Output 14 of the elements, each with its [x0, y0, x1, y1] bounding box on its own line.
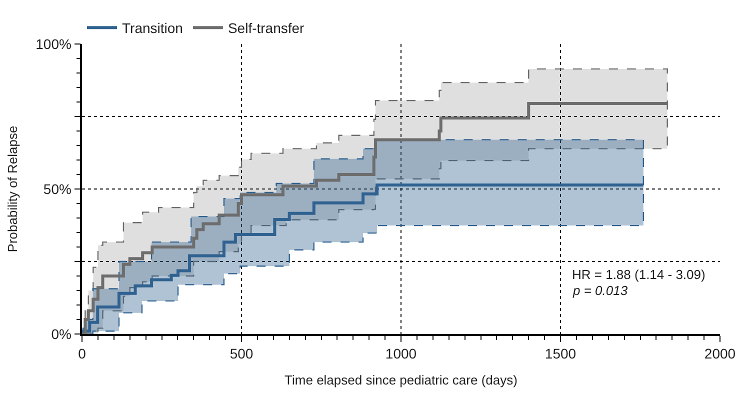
x-tick-label: 1500 [544, 346, 576, 362]
x-tick-label: 500 [230, 346, 254, 362]
y-tick-label: 50% [43, 180, 72, 197]
x-tick-label: 1000 [385, 346, 417, 362]
y-tick-label: 0% [51, 326, 72, 342]
legend-label: Transition [122, 20, 183, 36]
legend-label: Self-transfer [228, 20, 305, 36]
x-tick-label: 0 [78, 346, 86, 362]
annotation: HR = 1.88 (1.14 - 3.09) [572, 267, 706, 282]
y-tick-label: 100% [36, 36, 72, 52]
y-axis-title: Probability of Relapse [5, 126, 20, 252]
annotation: p = 0.013 [572, 283, 628, 298]
x-axis-title: Time elapsed since pediatric care (days) [284, 372, 518, 388]
x-tick-label: 2000 [704, 346, 736, 362]
